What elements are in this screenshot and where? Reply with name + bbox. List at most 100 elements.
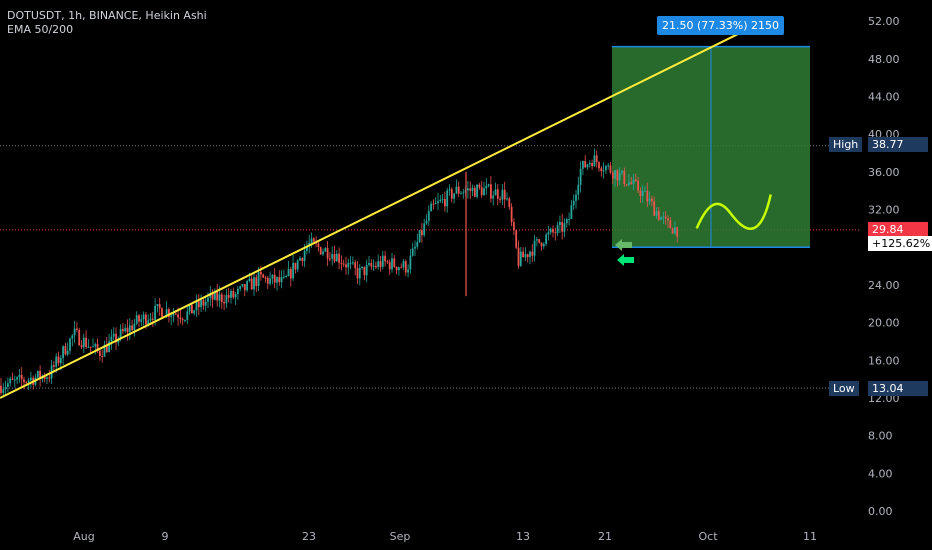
- candle-body: [515, 230, 518, 248]
- candle-body: [409, 255, 412, 270]
- y-tick-label: 32.00: [868, 204, 900, 217]
- candle-body: [11, 378, 14, 380]
- candle-body: [554, 232, 557, 234]
- candle-body: [23, 379, 25, 383]
- candle-body: [2, 389, 5, 394]
- projection-path[interactable]: [695, 194, 772, 230]
- y-tick-label: 44.00: [868, 91, 900, 104]
- candle-body: [96, 344, 99, 351]
- candle-body: [561, 221, 564, 232]
- candle-body: [427, 211, 430, 221]
- candle-body: [214, 291, 216, 300]
- candle-body: [407, 269, 409, 273]
- candle-body: [593, 155, 596, 167]
- x-tick-label: 9: [162, 530, 169, 543]
- candle-body: [657, 211, 660, 220]
- candle-body: [519, 251, 522, 266]
- candle-body: [660, 217, 662, 220]
- candle-body: [568, 219, 570, 221]
- candle-body: [434, 202, 437, 204]
- candle-body: [531, 251, 534, 256]
- candle-body: [255, 277, 258, 286]
- x-tick-label: Aug: [73, 530, 94, 543]
- candle-body: [115, 333, 117, 343]
- candle-body: [450, 189, 453, 199]
- candle-body: [448, 189, 451, 191]
- symbol-title: DOTUSDT, 1h, BINANCE, Heikin Ashi: [7, 9, 207, 22]
- candle-body: [269, 278, 271, 284]
- candle-body: [467, 188, 469, 191]
- candle-body: [391, 258, 393, 270]
- candle-body: [549, 228, 552, 233]
- candle-body: [513, 222, 515, 231]
- candle-body: [193, 310, 196, 314]
- candle-body: [354, 262, 357, 269]
- candle-body: [329, 258, 331, 260]
- candle-body: [172, 313, 175, 316]
- candle-body: [342, 263, 345, 265]
- candle-body: [101, 355, 104, 357]
- candle-body: [414, 246, 416, 249]
- candle-body: [545, 234, 547, 245]
- y-tick-label: 4.00: [868, 467, 893, 480]
- candle-body: [133, 323, 136, 331]
- candle-body: [628, 182, 630, 186]
- candle-body: [200, 300, 202, 308]
- candle-body: [128, 325, 131, 333]
- candle-body: [609, 165, 612, 173]
- candle-body: [280, 277, 283, 283]
- candle-body: [485, 185, 488, 189]
- candle-body: [78, 329, 81, 346]
- candle-body: [508, 198, 511, 207]
- candle-body: [432, 203, 435, 205]
- candle-body: [4, 387, 7, 390]
- candle-body: [301, 258, 304, 261]
- candle-body: [639, 190, 642, 197]
- candle-body: [340, 262, 343, 264]
- candle-body: [457, 186, 460, 194]
- x-tick-label: 11: [803, 530, 817, 543]
- candle-body: [416, 241, 419, 247]
- candle-body: [370, 263, 373, 267]
- candle-body: [322, 251, 324, 255]
- candle-body: [579, 168, 582, 185]
- candle-body: [204, 301, 207, 306]
- candle-body: [177, 314, 179, 318]
- candle-body: [572, 200, 575, 206]
- candle-body: [439, 199, 442, 202]
- candle-body: [303, 251, 306, 261]
- candle-body: [676, 227, 679, 237]
- candle-body: [632, 179, 635, 184]
- candle-body: [147, 320, 150, 325]
- candle-body: [372, 265, 375, 267]
- candle-body: [39, 370, 41, 379]
- trend-line[interactable]: [0, 29, 746, 399]
- candle-body: [556, 225, 559, 234]
- candle-body: [273, 274, 276, 283]
- candle-body: [667, 218, 669, 221]
- candle-body: [191, 304, 193, 314]
- candle-body: [487, 184, 490, 186]
- candle-body: [524, 254, 527, 258]
- candle-body: [71, 335, 74, 339]
- candle-body: [565, 219, 568, 224]
- candle-body: [103, 344, 106, 357]
- candle-body: [276, 277, 278, 283]
- candle-body: [529, 251, 531, 258]
- candle-body: [260, 271, 262, 275]
- candle-body: [13, 379, 16, 381]
- y-tick-label: 48.00: [868, 53, 900, 66]
- candle-body: [324, 248, 327, 252]
- candle-body: [462, 192, 465, 194]
- candle-body: [517, 247, 520, 266]
- candle-body: [368, 263, 370, 265]
- change-percent-tag: +125.62%: [868, 236, 932, 251]
- candle-body: [299, 258, 301, 261]
- candle-body: [262, 274, 265, 278]
- candle-body: [379, 261, 382, 267]
- y-tick-label: 8.00: [868, 430, 893, 443]
- candle-body: [607, 165, 610, 167]
- candle-body: [570, 205, 573, 220]
